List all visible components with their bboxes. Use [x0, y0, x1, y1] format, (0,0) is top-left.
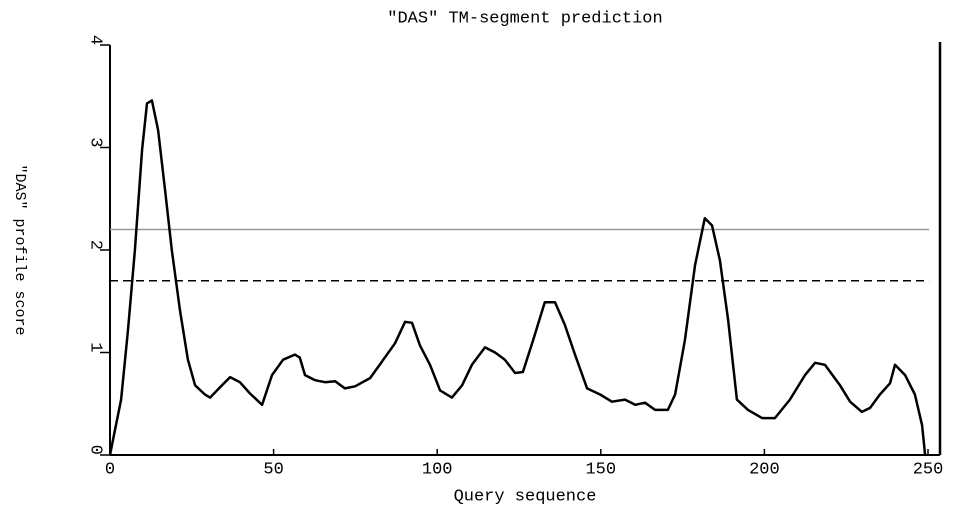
- y-tick-label: 3: [86, 137, 105, 147]
- x-tick-label: 100: [422, 460, 453, 479]
- x-axis-label: Query sequence: [454, 487, 597, 505]
- x-tick-label: 200: [749, 460, 780, 479]
- y-tick-label: 2: [86, 240, 105, 250]
- x-tick-label: 50: [263, 460, 283, 479]
- chart-title: "DAS" TM-segment prediction: [387, 9, 662, 28]
- y-tick-label: 4: [86, 35, 105, 45]
- y-tick-label: 1: [86, 342, 105, 352]
- profile-line: [108, 99, 927, 456]
- x-tick-label: 150: [585, 460, 616, 479]
- x-tick-label: 250: [913, 460, 944, 479]
- y-tick-label: 0: [86, 445, 105, 455]
- y-axis-label: "DAS" profile score: [11, 164, 28, 335]
- x-tick-label: 0: [105, 460, 115, 479]
